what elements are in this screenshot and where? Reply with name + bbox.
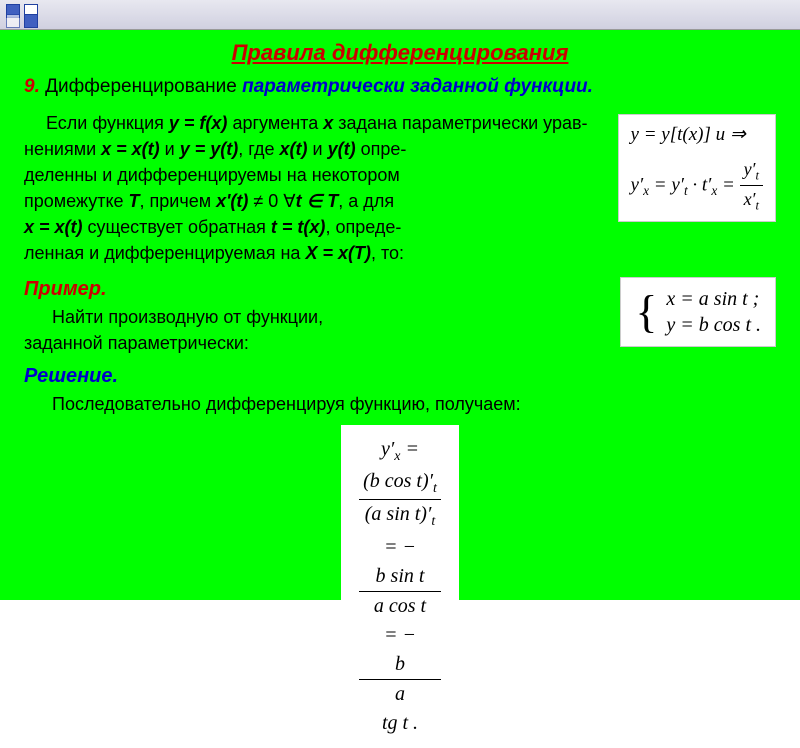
solution-text: Последовательно дифференцируя функцию, п… [24, 391, 776, 417]
slide-title: Правила дифференцирования [24, 40, 776, 66]
example-equation: { x = a sin t ; y = b cos t . [620, 277, 776, 347]
solution-header: Решение. [24, 362, 776, 391]
brace-icon: { [635, 291, 657, 332]
theorem-text: y = y[t(x)] и ⇒ y′x = y′t · t′x = y′t x′… [24, 110, 776, 267]
formula-inset: y = y[t(x)] и ⇒ y′x = y′t · t′x = y′t x′… [618, 114, 776, 222]
formula-line2: y′x = y′t · t′x = y′t x′t [631, 156, 763, 216]
solution-equation: y′x = (b cos t)′t (a sin t)′t = − b sin … [341, 425, 459, 748]
subtitle-plain: Дифференцирование [40, 76, 242, 97]
window-titlebar [0, 0, 800, 30]
logo-squares [0, 0, 60, 30]
subtitle-emph: параметрически заданной функции. [242, 76, 593, 97]
rule-number: 9. [24, 76, 40, 97]
slide-subtitle: 9. Дифференцирование параметрически зада… [24, 76, 776, 98]
solution-block: Решение. Последовательно дифференцируя ф… [24, 362, 776, 748]
formula-line1: y = y[t(x)] и ⇒ [631, 121, 763, 150]
slide-content: Правила дифференцирования 9. Дифференцир… [0, 30, 800, 600]
example-block: { x = a sin t ; y = b cos t . Пример. На… [24, 275, 776, 356]
